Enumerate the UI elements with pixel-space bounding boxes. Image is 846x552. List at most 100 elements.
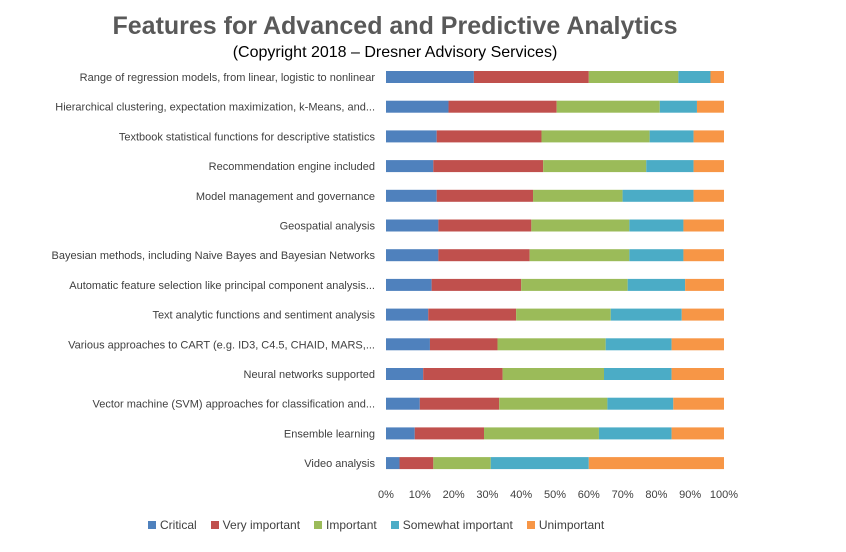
- bar-segment: [386, 249, 439, 262]
- bar-segment: [531, 219, 630, 232]
- x-tick-label: 50%: [544, 489, 566, 501]
- category-label: Model management and governance: [196, 191, 375, 203]
- chart-subtitle: (Copyright 2018 – Dresner Advisory Servi…: [232, 44, 558, 61]
- bar-segment: [419, 397, 500, 410]
- bar-segment: [399, 457, 434, 470]
- bar-segment: [533, 189, 623, 202]
- legend-label: Very important: [222, 518, 301, 532]
- category-label: Ensemble learning: [284, 428, 375, 440]
- bar-segment: [556, 100, 660, 113]
- bar-segment: [543, 160, 647, 173]
- bar-segment: [490, 457, 589, 470]
- category-label: Various approaches to CART (e.g. ID3, C4…: [68, 339, 375, 351]
- bar-segment: [649, 130, 694, 143]
- bar-segment: [428, 308, 517, 321]
- bar-segment: [598, 427, 672, 440]
- category-label: Hierarchical clustering, expectation max…: [55, 102, 375, 114]
- bar-segment: [386, 100, 449, 113]
- bar-segment: [671, 368, 724, 380]
- bar-segment: [499, 397, 608, 410]
- bar-segment: [438, 249, 530, 262]
- legend-item: Somewhat important: [390, 518, 513, 532]
- legend-label: Unimportant: [538, 518, 605, 532]
- legend-swatch: [148, 521, 156, 529]
- x-tick-label: 30%: [476, 489, 498, 501]
- bar-segment: [683, 219, 724, 232]
- x-tick-label: 80%: [645, 489, 667, 501]
- bar-segment: [588, 71, 679, 83]
- bar-segment: [629, 249, 684, 262]
- bar-segment: [605, 338, 672, 351]
- bar-segment: [433, 160, 544, 173]
- category-label: Recommendation engine included: [209, 161, 375, 173]
- x-tick-label: 100%: [710, 489, 738, 501]
- bar-segment: [671, 338, 724, 351]
- bar-segment: [693, 160, 724, 173]
- bar-segment: [386, 219, 439, 232]
- legend-label: Important: [326, 518, 377, 532]
- bar-segment: [521, 278, 628, 291]
- bar-segment: [610, 308, 682, 321]
- bar-segment: [681, 308, 724, 321]
- bar-segment: [386, 71, 474, 83]
- bar-segment: [436, 189, 534, 202]
- legend-swatch: [526, 521, 535, 529]
- bar-segment: [673, 397, 724, 410]
- legend-swatch: [314, 521, 323, 529]
- bar-segment: [433, 457, 491, 470]
- legend-swatch: [390, 521, 399, 529]
- x-tick-label: 90%: [679, 489, 701, 501]
- bar-segment: [386, 130, 437, 143]
- bar-segment: [473, 71, 589, 83]
- category-label: Text analytic functions and sentiment an…: [152, 310, 375, 322]
- legend-label: Critical: [160, 518, 197, 532]
- category-label: Video analysis: [304, 458, 375, 470]
- legend-label: Somewhat important: [402, 518, 513, 532]
- category-label: Textbook statistical functions for descr…: [119, 131, 376, 143]
- legend-item: Critical: [148, 518, 197, 532]
- bar-segment: [497, 338, 606, 351]
- bar-segment: [693, 189, 724, 202]
- bar-segment: [448, 100, 557, 113]
- category-label: Bayesian methods, including Naive Bayes …: [52, 250, 376, 262]
- category-label: Neural networks supported: [244, 369, 375, 381]
- bar-segment: [484, 427, 599, 440]
- x-tick-label: 40%: [510, 489, 532, 501]
- chart-legend: Critical Very important Important Somewhat …: [148, 518, 604, 532]
- bar-segment: [588, 457, 724, 470]
- bar-segment: [386, 457, 400, 470]
- x-tick-label: 0%: [378, 489, 394, 501]
- bar-segment: [622, 189, 694, 202]
- bar-segment: [436, 130, 542, 143]
- bar-segment: [604, 368, 672, 380]
- bar-segment: [627, 278, 686, 291]
- bar-segment: [678, 71, 711, 83]
- bar-segment: [710, 71, 724, 83]
- bar-segment: [423, 368, 503, 380]
- bar-segment: [693, 130, 724, 143]
- bar-segment: [685, 278, 724, 291]
- bar-segment: [386, 338, 430, 351]
- bar-segment: [683, 249, 724, 262]
- category-label: Automatic feature selection like princip…: [69, 280, 375, 292]
- legend-swatch: [210, 521, 219, 529]
- bar-segment: [516, 308, 611, 321]
- category-label: Range of regression models, from linear,…: [80, 72, 376, 84]
- category-label: Vector machine (SVM) approaches for clas…: [93, 399, 375, 411]
- bar-segment: [529, 249, 630, 262]
- bar-segment: [541, 130, 650, 143]
- bar-segment: [386, 368, 424, 380]
- bar-segment: [386, 308, 429, 321]
- category-label: Geospatial analysis: [280, 221, 376, 233]
- bar-segment: [607, 397, 674, 410]
- legend-item: Very important: [210, 518, 301, 532]
- legend-item: Unimportant: [526, 518, 605, 532]
- chart-title: Features for Advanced and Predictive Ana…: [112, 12, 678, 40]
- bar-segment: [629, 219, 684, 232]
- bar-segment: [646, 160, 694, 173]
- bar-segment: [659, 100, 697, 113]
- bar-segment: [386, 278, 432, 291]
- bar-segment: [386, 160, 434, 173]
- bar-segment: [671, 427, 724, 440]
